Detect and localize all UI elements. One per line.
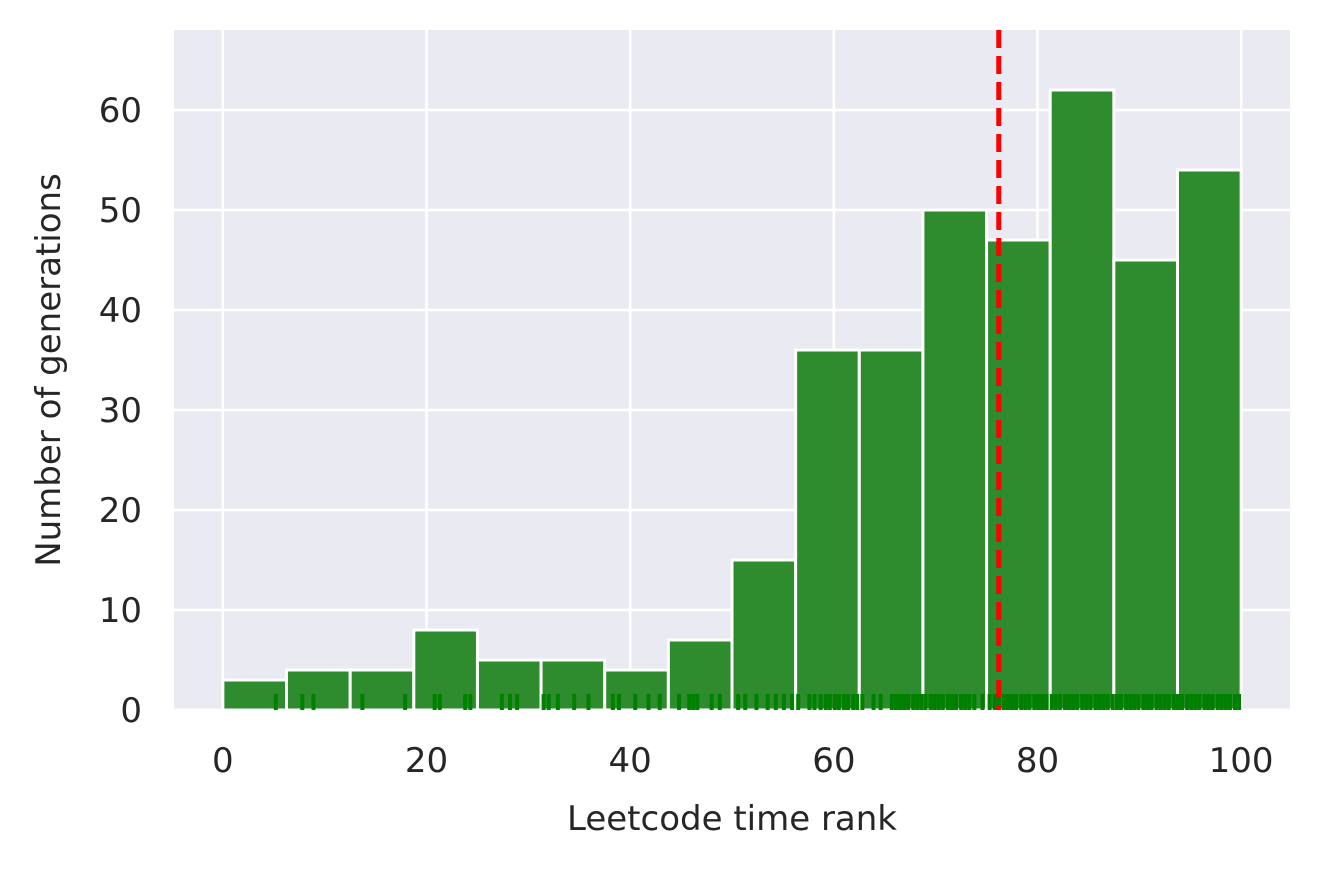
y-tick-label: 40 (99, 291, 142, 331)
x-axis-label: Leetcode time rank (567, 799, 897, 839)
x-tick-label: 100 (1209, 741, 1274, 781)
histogram-bar (985, 238, 1052, 712)
histogram-bar (1048, 88, 1116, 712)
histogram-bar (475, 658, 543, 712)
y-tick-label: 50 (99, 191, 142, 231)
histogram-bar (730, 558, 798, 712)
x-tick-label: 80 (1016, 741, 1059, 781)
y-tick-label: 20 (99, 491, 142, 531)
y-tick-label: 30 (99, 391, 142, 431)
x-axis-ticks: 0 20 40 60 80 100 (212, 741, 1274, 781)
x-tick-label: 60 (812, 741, 855, 781)
x-tick-label: 20 (405, 741, 448, 781)
y-axis-ticks: 0 10 20 30 40 50 60 (99, 91, 142, 731)
y-tick-label: 10 (99, 591, 142, 631)
y-tick-label: 60 (99, 91, 142, 131)
histogram-bar (1112, 258, 1179, 712)
histogram-bar (285, 668, 352, 712)
y-tick-label: 0 (120, 691, 142, 731)
histogram-bar (794, 348, 861, 712)
histogram-bar (412, 628, 479, 712)
histogram-bar (1175, 168, 1243, 712)
rug-marks (273, 694, 1242, 710)
y-axis-label: Number of generations (29, 173, 69, 567)
histogram-bar (857, 348, 925, 712)
x-tick-label: 0 (212, 741, 234, 781)
x-tick-label: 40 (609, 741, 652, 781)
histogram-bar (921, 208, 989, 712)
